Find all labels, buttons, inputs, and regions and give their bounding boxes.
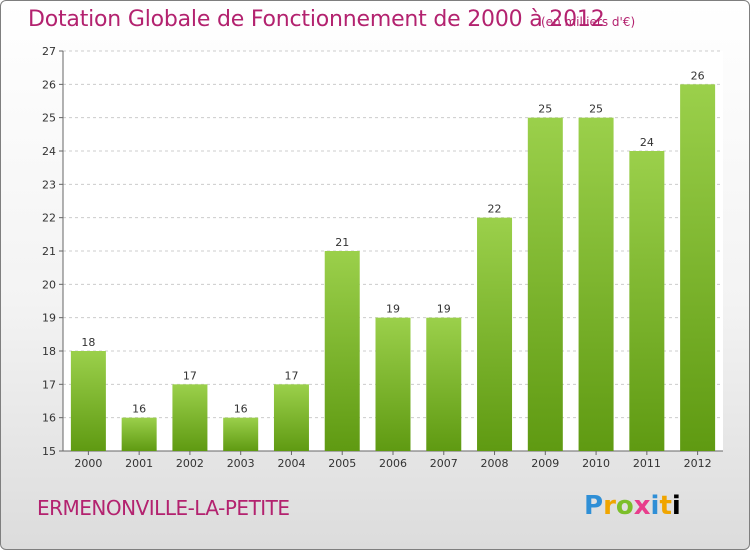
x-tick-label: 2012 [684,457,712,470]
bar [477,217,513,451]
y-tick-label: 18 [42,345,56,358]
y-tick-label: 26 [42,78,56,91]
x-tick-label: 2003 [227,457,255,470]
y-tick-label: 23 [42,178,56,191]
bar [680,84,716,451]
y-tick-label: 21 [42,245,56,258]
data-label: 25 [538,103,552,116]
bar [121,417,157,451]
y-tick-label: 16 [42,412,56,425]
bar [172,384,208,451]
commune-name: ERMENONVILLE-LA-PETITE [37,496,290,520]
y-tick-label: 22 [42,212,56,225]
y-tick-label: 15 [42,445,56,458]
y-tick-label: 19 [42,312,56,325]
x-tick-label: 2001 [125,457,153,470]
bar [426,317,462,451]
data-label: 25 [589,103,603,116]
data-label: 16 [132,403,146,416]
y-tick-label: 24 [42,145,56,158]
y-tick-label: 25 [42,112,56,125]
y-tick-label: 20 [42,278,56,291]
bar [527,117,563,452]
bar [223,417,259,451]
y-tick-label: 17 [42,378,56,391]
proxiti-logo: Proxiti [584,491,681,521]
data-label: 17 [284,369,298,382]
x-tick-label: 2005 [328,457,356,470]
x-tick-label: 2009 [531,457,559,470]
x-tick-label: 2010 [582,457,610,470]
x-tick-label: 2006 [379,457,407,470]
x-tick-label: 2002 [176,457,204,470]
bar [578,117,614,452]
bar [273,384,309,451]
data-label: 24 [640,136,654,149]
x-tick-label: 2004 [277,457,305,470]
data-label: 21 [335,236,349,249]
x-tick-label: 2011 [633,457,661,470]
bar [324,251,360,451]
bar [629,151,665,451]
data-label: 22 [488,203,502,216]
data-label: 19 [386,303,400,316]
chart-title: Dotation Globale de Fonctionnement de 20… [28,7,605,32]
y-tick-label: 27 [42,45,56,58]
x-tick-label: 2000 [74,457,102,470]
x-tick-label: 2007 [430,457,458,470]
data-label: 19 [437,303,451,316]
data-label: 16 [234,403,248,416]
bar [375,317,411,451]
bar [70,351,106,451]
data-label: 18 [81,336,95,349]
data-label: 26 [691,69,705,82]
data-label: 17 [183,369,197,382]
chart-subtitle: (en milliers d'€) [541,15,636,29]
x-tick-label: 2008 [481,457,509,470]
